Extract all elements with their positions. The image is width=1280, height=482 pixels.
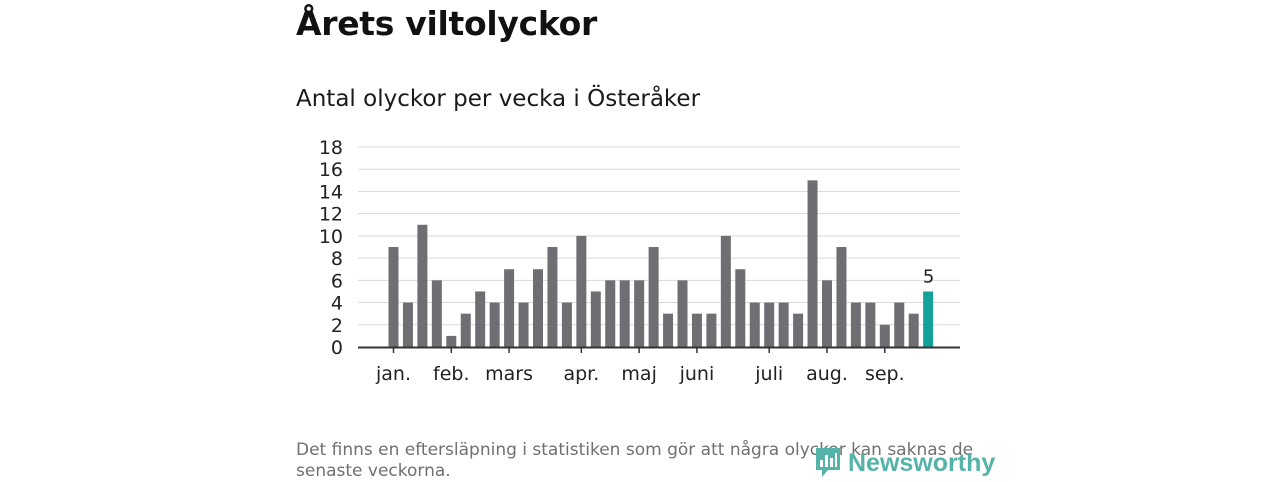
bar xyxy=(475,291,486,347)
bar xyxy=(764,302,775,347)
newsworthy-logo-text: Newsworthy xyxy=(848,448,996,477)
page-title: Årets viltolyckor xyxy=(296,4,597,43)
y-tick-label: 16 xyxy=(319,159,343,181)
bar-highlight xyxy=(923,291,934,347)
bar xyxy=(446,335,457,347)
footnote: Det finns en eftersläpning i statistiken… xyxy=(296,440,974,481)
y-tick-label: 12 xyxy=(319,204,343,226)
x-tick-label: juni xyxy=(679,363,715,385)
x-tick-label: juli xyxy=(754,363,783,385)
bar xyxy=(605,280,616,347)
x-tick-label: apr. xyxy=(563,363,599,385)
bar xyxy=(850,302,861,347)
bar xyxy=(460,313,471,347)
x-tick-label: feb. xyxy=(433,363,469,385)
bar xyxy=(778,302,789,347)
chart-subtitle: Antal olyckor per vecka i Österåker xyxy=(296,86,701,112)
bar xyxy=(576,235,587,347)
bar xyxy=(518,302,529,347)
bar xyxy=(677,280,688,347)
bar xyxy=(663,313,674,347)
bar xyxy=(894,302,905,347)
y-tick-label: 18 xyxy=(319,137,343,159)
bar xyxy=(706,313,717,347)
bar xyxy=(749,302,760,347)
bar xyxy=(735,269,746,347)
x-tick-label: jan. xyxy=(375,363,411,385)
bar xyxy=(879,324,890,347)
bar xyxy=(793,313,804,347)
bar xyxy=(634,280,645,347)
x-tick-label: aug. xyxy=(806,363,848,385)
y-tick-label: 0 xyxy=(331,337,343,359)
newsworthy-logo-icon xyxy=(816,448,840,477)
bar xyxy=(431,280,442,347)
bar xyxy=(807,180,818,347)
y-tick-label: 4 xyxy=(331,293,343,315)
newsworthy-logo[interactable]: Newsworthy xyxy=(814,446,995,480)
y-tick-label: 8 xyxy=(331,248,343,270)
y-tick-label: 2 xyxy=(331,315,343,337)
bar xyxy=(648,247,659,347)
bar xyxy=(504,269,515,347)
bar xyxy=(547,247,558,347)
bar xyxy=(865,302,876,347)
x-tick-label: sep. xyxy=(865,363,905,385)
bar xyxy=(402,302,413,347)
bar xyxy=(590,291,601,347)
x-tick-label: maj xyxy=(621,363,656,385)
bar xyxy=(822,280,832,347)
y-tick-label: 6 xyxy=(331,270,343,292)
bar xyxy=(489,302,500,347)
y-tick-label: 10 xyxy=(319,226,343,248)
bar xyxy=(691,313,702,347)
data-label: 5 xyxy=(923,266,934,287)
bar xyxy=(533,269,543,347)
y-tick-label: 14 xyxy=(319,181,343,203)
bar xyxy=(417,224,428,347)
bar xyxy=(619,280,630,347)
x-tick-label: mars xyxy=(485,363,533,385)
bar xyxy=(908,313,919,347)
bar xyxy=(720,235,731,347)
bar xyxy=(836,247,847,347)
bar xyxy=(561,302,572,347)
bar xyxy=(388,247,399,347)
